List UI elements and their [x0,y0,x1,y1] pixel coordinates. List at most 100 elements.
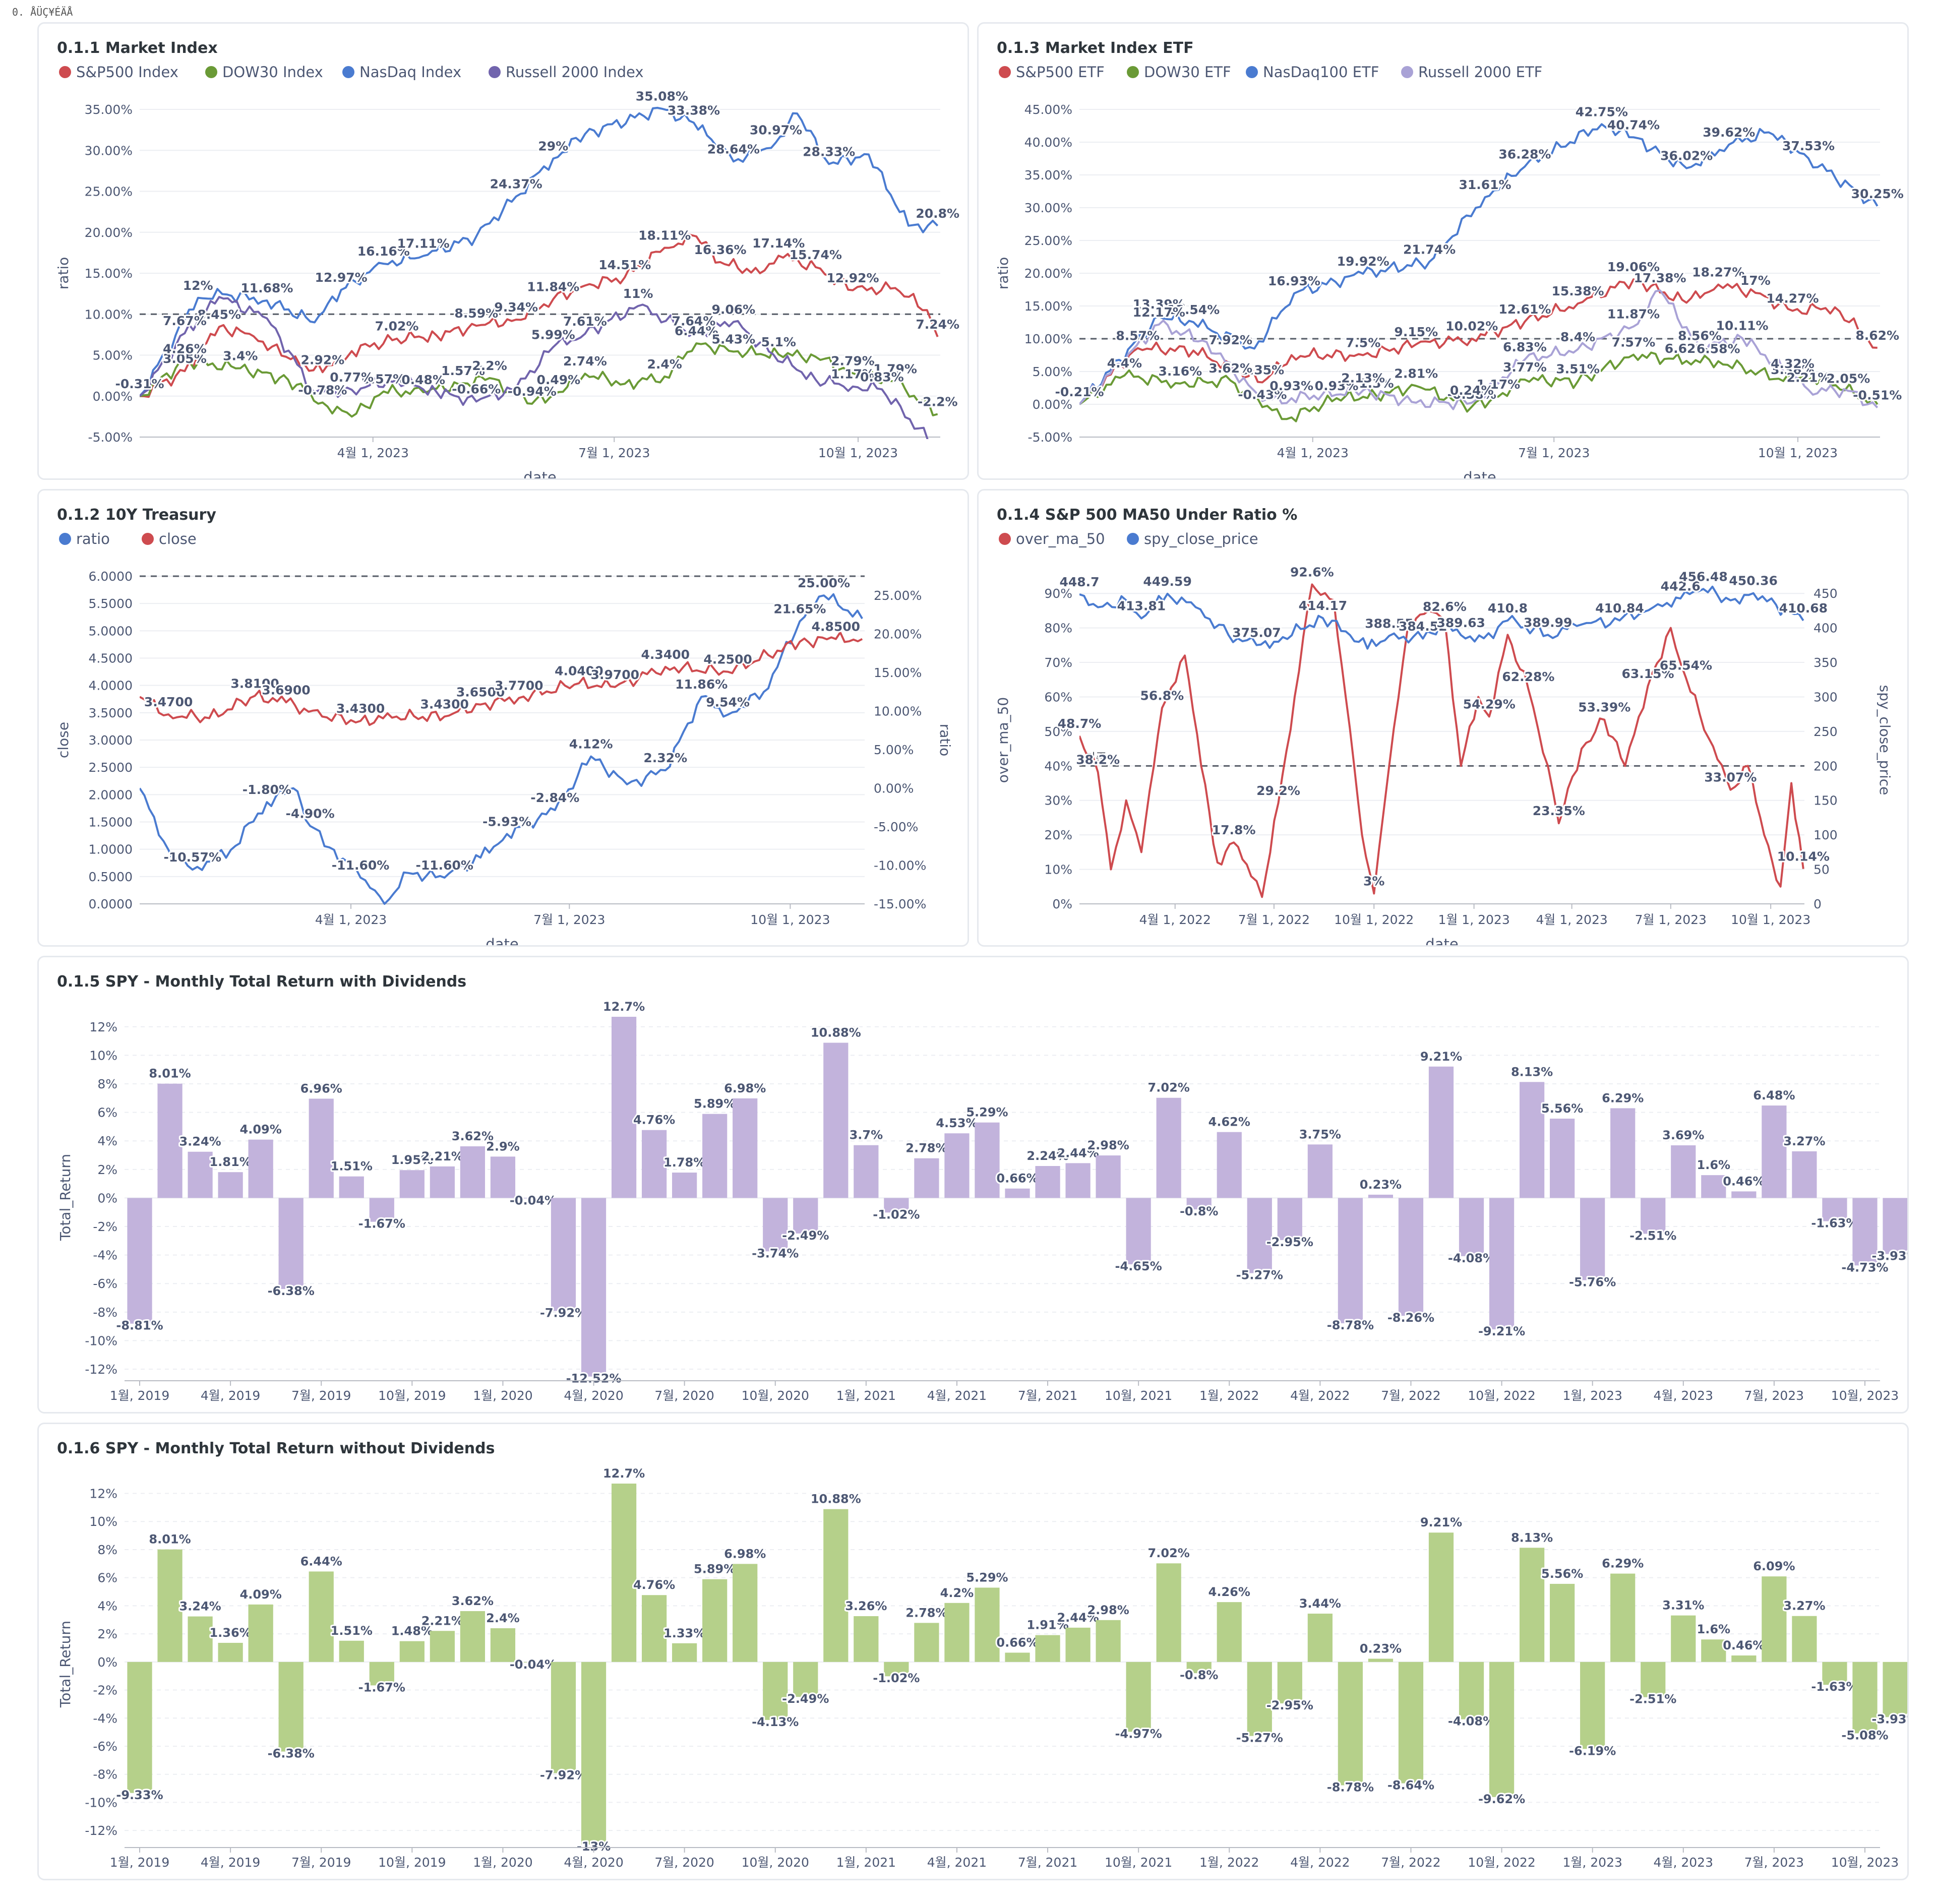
y-tick-label: 0.00% [93,389,133,404]
series-line-close [140,631,863,726]
bar [944,1603,970,1662]
bar-value-label: -2.95% [1266,1698,1313,1712]
bar-value-label: -4.97% [1115,1727,1162,1741]
data-label: -1.80% [243,782,291,797]
bar-value-label: -9.21% [1478,1324,1525,1338]
x-tick-label: 10월, 2019 [378,1855,446,1870]
bar [1005,1188,1030,1198]
bar-value-label: 2.98% [1087,1603,1129,1617]
data-label: 1.17% [831,367,875,382]
y2-tick-label: -10.00% [874,858,926,873]
y-tick-label: -4% [93,1711,117,1726]
series-line-dow30-index [140,342,938,418]
bar-value-label: -8.78% [1327,1780,1374,1794]
bar-value-label: -1.67% [358,1217,405,1231]
bar-value-label: 6.29% [1602,1091,1644,1105]
bar [641,1130,667,1198]
bar [369,1198,394,1222]
bar [1641,1662,1666,1697]
y-tick-label: 5.0000 [89,624,133,638]
card-ma50-under-ratio: 0.1.4 S&P 500 MA50 Under Ratio % over_ma_… [977,489,1909,947]
data-label: 7.24% [916,317,959,332]
bar-value-label: -4.08% [1448,1251,1495,1265]
bar-value-label: 4.62% [1208,1115,1250,1129]
bar [1852,1198,1878,1266]
y-tick-label: 8% [97,1543,117,1557]
data-label: 3.6500 [456,685,505,700]
bar-value-label: 3.31% [1662,1599,1704,1613]
y2-tick-label: 50 [1813,863,1830,877]
y-tick-label: 25.00% [85,185,133,199]
x-tick-label: 7월 1, 2023 [533,912,605,927]
data-label: 15.38% [1551,284,1604,298]
bar-value-label: -1.63% [1811,1216,1858,1231]
bar-value-label: 4.09% [240,1587,282,1602]
y2-axis-title: ratio [937,724,953,757]
x-tick-label: 10월, 2022 [1468,1855,1535,1870]
data-label: 7.61% [563,314,607,329]
bar [490,1628,516,1662]
x-tick-label: 7월 1, 2023 [1635,912,1707,927]
data-label: 12.54% [1167,302,1220,317]
data-label: 2.21% [1787,370,1831,385]
bar-value-label: 1.51% [331,1159,373,1174]
bar [733,1098,758,1198]
x-tick-label: 1월, 2023 [1562,1855,1622,1870]
bar [1641,1198,1666,1234]
data-label: 38.2% [1076,753,1120,767]
data-label: 9.54% [706,695,750,710]
bar-value-label: 0.66% [996,1172,1038,1186]
bar [1519,1548,1545,1662]
x-tick-label: 10월, 2023 [1831,1855,1899,1870]
bar-value-label: 8.01% [149,1067,191,1081]
y-tick-label: 4.5000 [89,651,133,666]
x-tick-label: 1월, 2020 [473,1855,532,1870]
data-label: 11.87% [1607,307,1660,322]
bar [1398,1198,1424,1316]
y-tick-label: 2.5000 [89,760,133,775]
bar-value-label: -8.64% [1387,1778,1434,1793]
y-tick-label: 6% [97,1571,117,1585]
y2-tick-label: 0 [1813,897,1822,911]
legend-label-close: close [159,530,197,547]
bar-value-label: 3.75% [1299,1127,1341,1141]
data-label: 4.32% [1771,356,1815,371]
y-tick-label: 15.00% [1024,299,1072,314]
data-label: -0.51% [1853,388,1902,403]
bar [1489,1662,1515,1797]
data-label: 21.74% [1403,242,1456,257]
bar-value-label: 8.13% [1511,1530,1553,1545]
bar [702,1114,728,1198]
bar [218,1642,243,1662]
legend-label-nasdaq100-etf: NasDaq100 ETF [1263,64,1379,81]
y-tick-label: 1.0000 [89,842,133,857]
market-index-etf-chart: 0.1.3 Market Index ETF S&P500 ETF DOW30 ET… [995,39,1905,478]
bar [1731,1191,1757,1198]
data-label: 37.53% [1782,139,1835,153]
data-label: -11.60% [332,858,390,873]
bar-value-label: 3.27% [1783,1599,1825,1613]
bar-value-label: 3.27% [1783,1134,1825,1148]
y-axis-title: Total_Return [57,1154,74,1241]
bar-value-label: -1.67% [358,1680,405,1694]
data-label: 1.3% [1359,376,1394,391]
x-tick-label: 4월 1, 2023 [315,912,387,927]
bar-value-label: -3.74% [752,1246,799,1260]
y-tick-label: 45.00% [1024,102,1072,117]
bar-value-label: 3.26% [845,1599,887,1613]
data-label: 3.38% [1771,362,1815,377]
bar [914,1623,939,1662]
bar [854,1616,879,1662]
x-axis-title: date [1425,936,1458,947]
bar [1096,1155,1121,1198]
data-label: -0.66% [452,382,501,396]
bar [1822,1198,1847,1221]
bar-value-label: -4.73% [1841,1260,1888,1274]
x-tick-label: 1월, 2022 [1199,1855,1259,1870]
x-tick-label: 7월, 2022 [1381,1855,1440,1870]
data-label: 14.27% [1766,291,1819,305]
bar [1217,1132,1242,1198]
data-label: 21.65% [773,601,826,616]
bar-value-label: 5.89% [694,1097,736,1111]
x-tick-label: 7월, 2021 [1018,1855,1077,1870]
